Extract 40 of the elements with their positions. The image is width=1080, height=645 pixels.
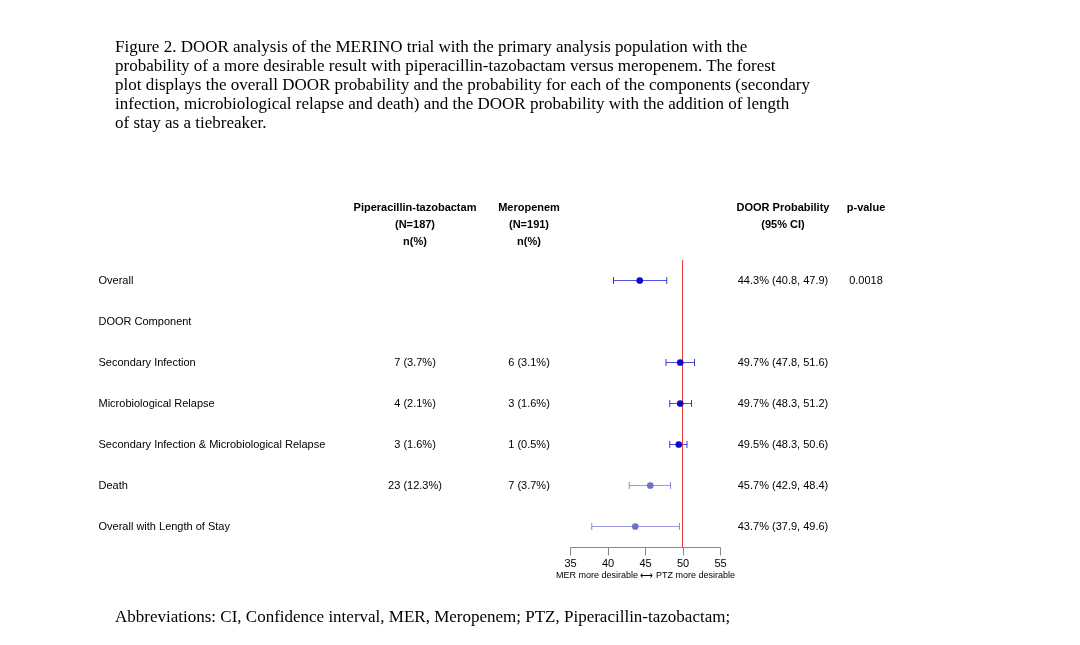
category-label: Piperacillin-tazobactam (N=187) n(%) — [353, 201, 477, 247]
category-label: Overall — [98, 274, 134, 286]
point — [646, 482, 654, 489]
text: 43.7% (37.9, 49.6) — [737, 519, 829, 532]
text: Abbreviations: CI, Confidence interval, MER, Meropenem; PTZ, Piperacillin-tazobactam; — [115, 607, 731, 626]
category-label: Secondary Infection & Microbiological Relapse — [98, 438, 326, 450]
x-tick-label: 35 — [564, 556, 577, 569]
category-label: Meropenem (N=191) n(%) — [498, 201, 561, 247]
text: 7 (3.7%) — [394, 355, 436, 368]
text: 4 (2.1%) — [394, 396, 436, 409]
x-tick-label: 40 — [601, 556, 615, 569]
text: Figure 2. DOOR analysis of the MERINO trial with the primary analysis population with the probability of a more desirable result with piperacillin-tazobactam versus meropenem. The forest plot displays the overall DOOR probability and the probability for each of the components (secondary infection, microbiological relapse and death) and the DOOR probability with the addition of length of stay as a tiebreaker. — [115, 37, 811, 132]
category-label: DOOR Probability (95% CI) — [736, 201, 831, 230]
category-label: Secondary Infection — [98, 356, 196, 368]
text: 49.7% (48.3, 51.2) — [737, 396, 829, 409]
text: 3 (1.6%) — [394, 437, 436, 450]
point — [636, 277, 644, 284]
point — [675, 441, 683, 448]
x-tick-label: 50 — [676, 556, 690, 569]
text: 7 (3.7%) — [508, 478, 550, 491]
category-label: Overall with Length of Stay — [98, 520, 230, 532]
category-label: p-value — [846, 201, 886, 213]
x-tick-label: 55 — [714, 556, 727, 569]
text: 6 (3.1%) — [508, 355, 550, 368]
category-label: DOOR Component — [98, 315, 192, 327]
text: 23 (12.3%) — [388, 478, 442, 491]
text: 49.7% (47.8, 51.6) — [737, 355, 829, 368]
text: 3 (1.6%) — [508, 396, 550, 409]
text: 49.5% (48.3, 50.6) — [737, 437, 829, 450]
point — [676, 359, 684, 366]
x-axis-title: MER more desirable ⟷ PTZ more desirable — [555, 569, 736, 580]
text: 44.3% (40.8, 47.9) — [737, 273, 829, 286]
category-label: Microbiological Relapse — [98, 397, 215, 409]
category-label: Death — [98, 479, 128, 491]
point — [676, 400, 684, 407]
text: 1 (0.5%) — [508, 437, 550, 450]
text: 45.7% (42.9, 48.4) — [737, 478, 829, 491]
text: 0.0018 — [849, 273, 883, 286]
point — [631, 523, 639, 530]
x-tick-label: 45 — [639, 556, 652, 569]
